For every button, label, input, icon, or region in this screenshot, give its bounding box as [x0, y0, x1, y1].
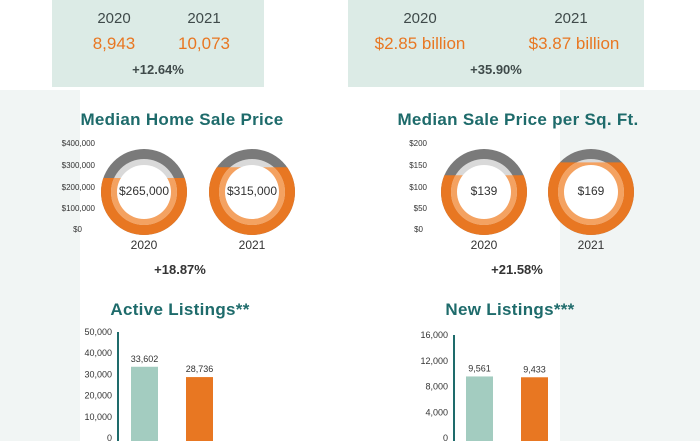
- donut-2020-price-per-sqft: [441, 149, 527, 235]
- donut-hole: [564, 165, 618, 219]
- homes-sold-card: 2020 2021 8,943 10,073 +12.64%: [52, 0, 264, 87]
- y-tick: $50: [413, 204, 427, 213]
- donut-2020-home-price: [101, 149, 187, 235]
- value-2020: 8,943: [92, 34, 136, 53]
- y-tick: $400,000: [61, 139, 95, 148]
- x-tick: 2020: [470, 238, 498, 252]
- y-tick: 10,000: [84, 412, 112, 422]
- percent-change: +12.64%: [132, 62, 184, 77]
- dollar-volume-card: 2020 2021 $2.85 billion $3.87 billion +3…: [348, 0, 644, 87]
- x-tick: 2020: [130, 238, 158, 252]
- chart-title-median-sale-price-per-sqft: Median Sale Price per Sq. Ft.: [397, 110, 639, 129]
- y-tick: 16,000: [420, 330, 448, 340]
- percent-change: +21.58%: [491, 262, 543, 277]
- donut-hole: [117, 165, 171, 219]
- bar-2021: [186, 377, 213, 441]
- value-2021: $3.87 billion: [528, 34, 620, 53]
- y-tick: 0: [107, 433, 112, 441]
- donut-value-label: $139: [470, 184, 498, 198]
- donut-value-label: $315,000: [226, 184, 278, 198]
- bar-value-label: 33,602: [131, 354, 159, 364]
- bar-value-label: 28,736: [186, 364, 214, 374]
- background-shape-right: [560, 90, 700, 441]
- y-tick: 8,000: [425, 382, 448, 392]
- year-label: 2021: [187, 10, 221, 27]
- donut-value-label: $265,000: [118, 184, 170, 198]
- y-tick: $100,000: [61, 204, 95, 213]
- donut-hole: [457, 165, 511, 219]
- donut-2021-home-price: [209, 149, 295, 235]
- y-tick: 12,000: [420, 356, 448, 366]
- value-2020: $2.85 billion: [374, 34, 466, 53]
- donut-2021-price-per-sqft: [548, 149, 634, 235]
- x-tick: 2021: [577, 238, 605, 252]
- x-tick: 2021: [238, 238, 266, 252]
- percent-change: +35.90%: [470, 62, 522, 77]
- donut-value-label: $169: [577, 184, 605, 198]
- bar-2021: [521, 377, 548, 441]
- year-label: 2020: [97, 10, 131, 27]
- y-tick: $200: [409, 139, 427, 148]
- background-shape-left: [0, 90, 80, 441]
- y-tick: 30,000: [84, 369, 112, 379]
- y-tick: 50,000: [84, 327, 112, 337]
- donut-hole: [225, 165, 279, 219]
- y-tick: $150: [409, 161, 427, 170]
- bar-value-label: 9,433: [523, 364, 546, 374]
- year-label: 2021: [554, 10, 588, 27]
- year-label: 2020: [403, 10, 437, 27]
- y-tick: $0: [414, 225, 423, 234]
- y-tick: 20,000: [84, 391, 112, 401]
- chart-title-median-home-sale-price: Median Home Sale Price: [80, 110, 284, 129]
- y-tick: 40,000: [84, 348, 112, 358]
- chart-title-new-listings: New Listings***: [445, 300, 575, 319]
- y-tick: $0: [73, 225, 82, 234]
- y-tick: 0: [443, 433, 448, 441]
- y-tick: 4,000: [425, 407, 448, 417]
- percent-change: +18.87%: [154, 262, 206, 277]
- y-tick: $200,000: [61, 183, 95, 192]
- value-2021: 10,073: [178, 34, 230, 53]
- bar-value-label: 9,561: [468, 363, 491, 373]
- bar-2020: [466, 376, 493, 441]
- bar-2020: [131, 366, 158, 441]
- y-tick: $100: [409, 183, 427, 192]
- chart-title-active-listings: Active Listings**: [110, 300, 250, 319]
- y-tick: $300,000: [61, 161, 95, 170]
